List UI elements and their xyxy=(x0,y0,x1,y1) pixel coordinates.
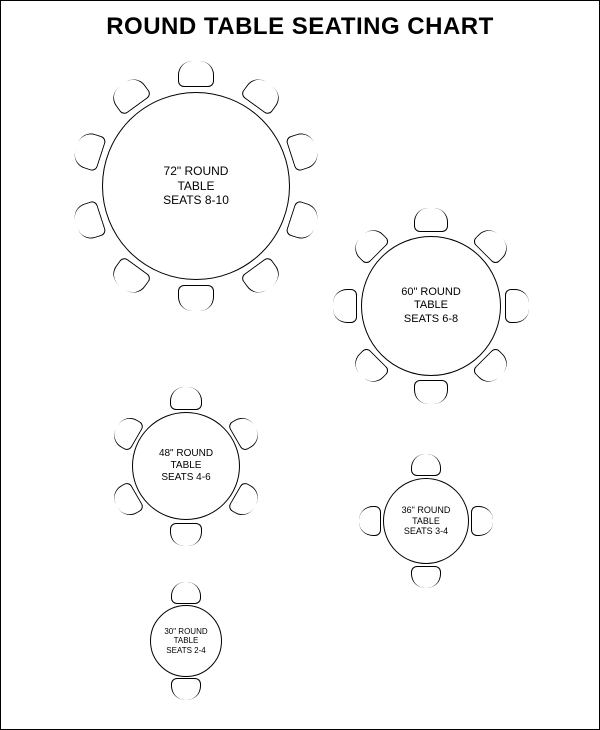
table-label-line: SEATS 8-10 xyxy=(163,193,229,207)
table-label: 60" ROUNDTABLESEATS 6-8 xyxy=(401,286,461,326)
chair-icon xyxy=(285,199,321,241)
chair-icon xyxy=(178,61,214,87)
table-label-line: TABLE xyxy=(163,179,229,193)
page-title: ROUND TABLE SEATING CHART xyxy=(1,13,599,41)
round-table-t30: 30" ROUNDTABLESEATS 2-4 xyxy=(150,605,222,677)
chair-icon xyxy=(285,130,321,172)
table-label-line: SEATS 4-6 xyxy=(159,472,213,484)
table-label: 48" ROUNDTABLESEATS 4-6 xyxy=(159,448,213,484)
table-label-line: 36" ROUND xyxy=(402,505,451,516)
chair-icon xyxy=(471,506,493,536)
chair-icon xyxy=(171,678,201,700)
round-table-t60: 60" ROUNDTABLESEATS 6-8 xyxy=(361,236,501,376)
chair-icon xyxy=(414,208,448,232)
table-label-line: SEATS 3-4 xyxy=(402,526,451,537)
chair-icon xyxy=(171,582,201,604)
chair-icon xyxy=(411,566,441,588)
table-label-line: TABLE xyxy=(164,636,207,646)
table-label-line: SEATS 6-8 xyxy=(401,313,461,326)
round-table-t36: 36" ROUNDTABLESEATS 3-4 xyxy=(383,478,469,564)
table-label-line: 48" ROUND xyxy=(159,448,213,460)
table-label-line: SEATS 2-4 xyxy=(164,646,207,656)
round-table-t48: 48" ROUNDTABLESEATS 4-6 xyxy=(132,412,240,520)
table-label-line: 60" ROUND xyxy=(401,286,461,299)
chair-icon xyxy=(411,454,441,476)
round-table-t72: 72" ROUNDTABLESEATS 8-10 xyxy=(102,92,290,280)
table-label: 72" ROUNDTABLESEATS 8-10 xyxy=(163,164,229,207)
table-label-line: TABLE xyxy=(159,460,213,472)
chair-icon xyxy=(72,199,108,241)
seating-chart-canvas: ROUND TABLE SEATING CHART 72" ROUNDTABLE… xyxy=(0,0,600,730)
chair-icon xyxy=(170,387,202,410)
table-label: 30" ROUNDTABLESEATS 2-4 xyxy=(164,627,207,656)
table-label: 36" ROUNDTABLESEATS 3-4 xyxy=(402,505,451,537)
chair-icon xyxy=(359,506,381,536)
table-label-line: 30" ROUND xyxy=(164,627,207,637)
chair-icon xyxy=(505,289,529,323)
chair-icon xyxy=(333,289,357,323)
table-label-line: TABLE xyxy=(402,516,451,527)
chair-icon xyxy=(170,523,202,546)
chair-icon xyxy=(178,285,214,311)
table-label-line: TABLE xyxy=(401,299,461,312)
chair-icon xyxy=(414,380,448,404)
chair-icon xyxy=(72,130,108,172)
table-label-line: 72" ROUND xyxy=(163,164,229,178)
